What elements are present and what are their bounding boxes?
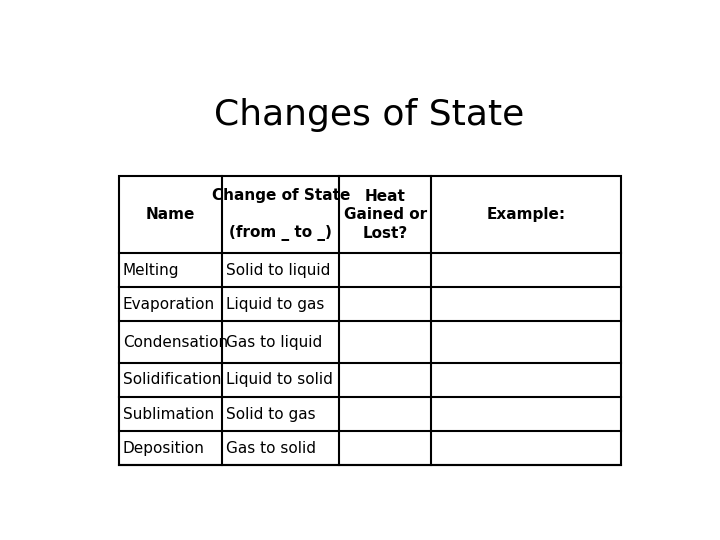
- Text: Change of State

(from _ to _): Change of State (from _ to _): [212, 188, 350, 241]
- Text: Liquid to gas: Liquid to gas: [226, 297, 325, 312]
- Bar: [119, 176, 621, 465]
- Text: Liquid to solid: Liquid to solid: [226, 373, 333, 388]
- Text: Gas to solid: Gas to solid: [226, 441, 316, 456]
- Text: Solidification: Solidification: [123, 373, 221, 388]
- Text: Heat
Gained or
Lost?: Heat Gained or Lost?: [344, 188, 427, 241]
- Text: Deposition: Deposition: [123, 441, 204, 456]
- Text: Example:: Example:: [487, 207, 566, 222]
- Text: Solid to gas: Solid to gas: [226, 407, 316, 422]
- Text: Changes of State: Changes of State: [214, 98, 524, 132]
- Text: Gas to liquid: Gas to liquid: [226, 335, 323, 349]
- Text: Evaporation: Evaporation: [123, 297, 215, 312]
- Text: Melting: Melting: [123, 262, 179, 278]
- Text: Name: Name: [146, 207, 195, 222]
- Text: Solid to liquid: Solid to liquid: [226, 262, 330, 278]
- Text: Sublimation: Sublimation: [123, 407, 214, 422]
- Text: Condensation: Condensation: [123, 335, 228, 349]
